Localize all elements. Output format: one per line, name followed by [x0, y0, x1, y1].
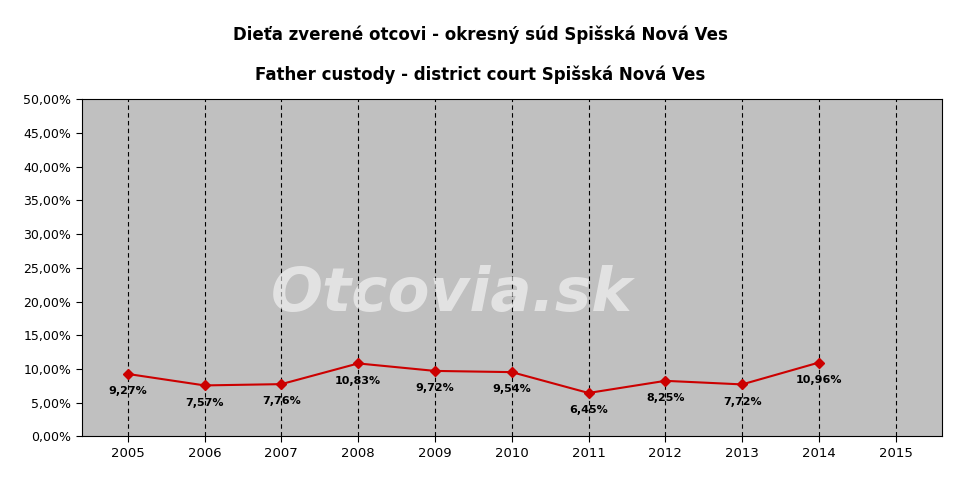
Text: 7,76%: 7,76%	[262, 396, 301, 406]
Text: Dieťa zverené otcovi - okresný súd Spišská Nová Ves: Dieťa zverené otcovi - okresný súd Spišs…	[234, 25, 727, 44]
Text: 6,45%: 6,45%	[569, 405, 608, 415]
Text: 9,27%: 9,27%	[109, 386, 147, 396]
Text: 9,72%: 9,72%	[415, 383, 455, 393]
Text: 7,57%: 7,57%	[185, 398, 224, 408]
Text: 10,83%: 10,83%	[335, 375, 382, 385]
Text: 8,25%: 8,25%	[646, 393, 684, 403]
Text: 10,96%: 10,96%	[796, 374, 842, 385]
Text: 7,72%: 7,72%	[723, 396, 761, 407]
Text: Otcovia.sk: Otcovia.sk	[271, 265, 632, 324]
Text: 9,54%: 9,54%	[492, 384, 531, 394]
Text: Father custody - district court Spišská Nová Ves: Father custody - district court Spišská …	[256, 65, 705, 84]
